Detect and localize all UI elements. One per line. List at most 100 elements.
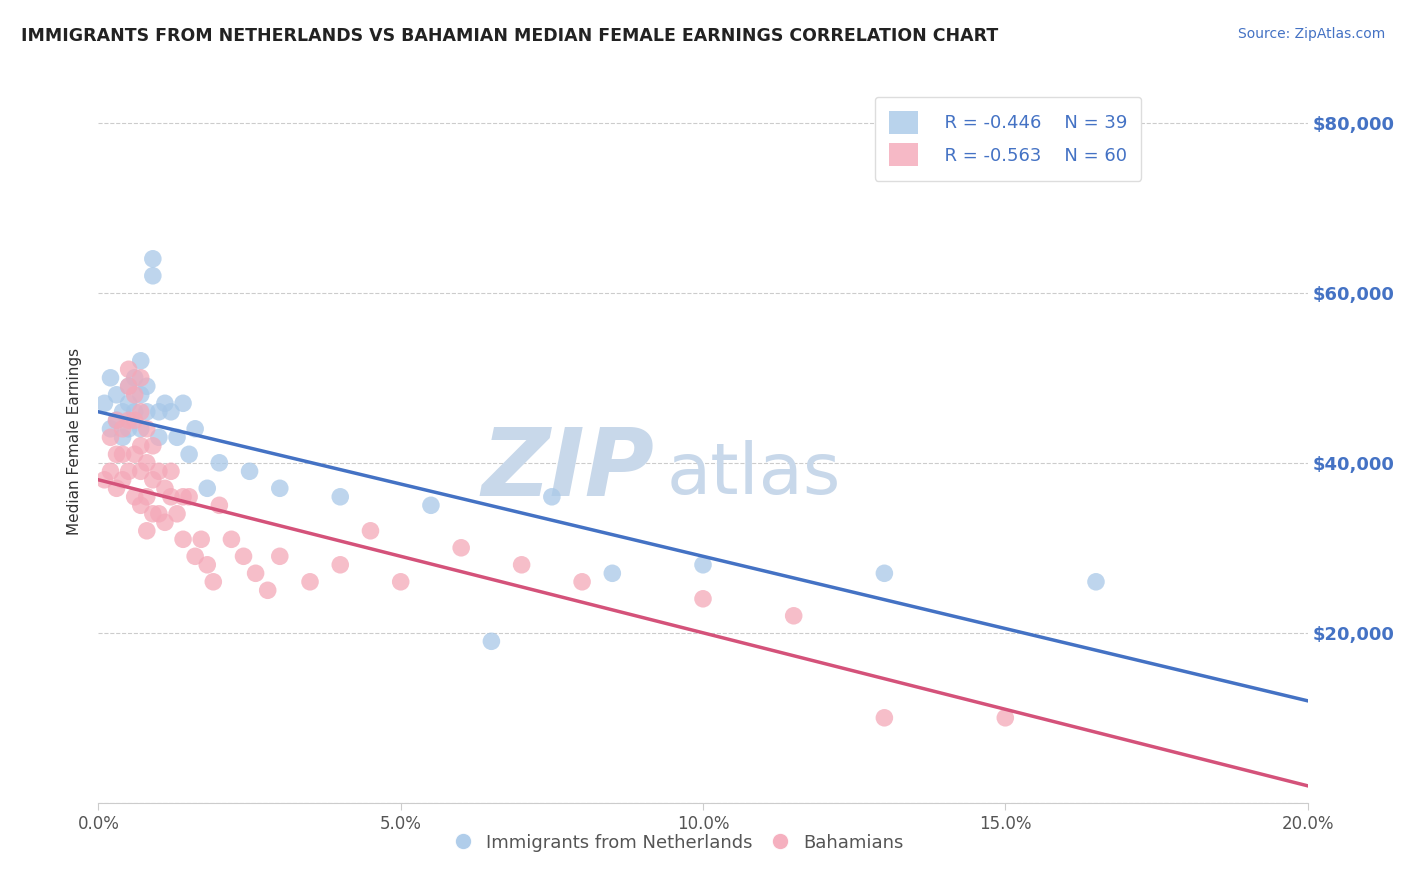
Point	[148, 464, 170, 478]
Point	[142, 268, 165, 283]
Point	[118, 362, 141, 376]
Point	[111, 447, 134, 461]
Point	[221, 533, 243, 547]
Point	[129, 464, 152, 478]
Point	[166, 430, 188, 444]
Point	[118, 413, 141, 427]
Point	[160, 405, 183, 419]
Point	[129, 498, 152, 512]
Point	[256, 583, 278, 598]
Point	[195, 481, 218, 495]
Point	[100, 464, 122, 478]
Text: atlas: atlas	[666, 440, 841, 508]
Point	[129, 405, 152, 419]
Point	[135, 379, 157, 393]
Point	[153, 481, 176, 495]
Text: IMMIGRANTS FROM NETHERLANDS VS BAHAMIAN MEDIAN FEMALE EARNINGS CORRELATION CHART: IMMIGRANTS FROM NETHERLANDS VS BAHAMIAN …	[21, 27, 998, 45]
Point	[389, 574, 412, 589]
Point	[166, 507, 188, 521]
Legend: Immigrants from Netherlands, Bahamians: Immigrants from Netherlands, Bahamians	[447, 826, 911, 859]
Point	[129, 388, 152, 402]
Point	[160, 490, 183, 504]
Point	[153, 516, 176, 530]
Point	[124, 405, 146, 419]
Point	[184, 549, 207, 564]
Point	[135, 524, 157, 538]
Point	[245, 566, 267, 581]
Point	[135, 490, 157, 504]
Point	[100, 371, 122, 385]
Point	[329, 490, 352, 504]
Point	[239, 464, 262, 478]
Point	[179, 447, 201, 461]
Point	[142, 252, 165, 266]
Point	[142, 507, 165, 521]
Point	[1085, 574, 1108, 589]
Point	[148, 507, 170, 521]
Point	[129, 353, 152, 368]
Point	[571, 574, 593, 589]
Point	[135, 405, 157, 419]
Point	[269, 481, 291, 495]
Point	[105, 413, 128, 427]
Point	[93, 473, 115, 487]
Point	[994, 711, 1017, 725]
Point	[118, 379, 141, 393]
Text: Source: ZipAtlas.com: Source: ZipAtlas.com	[1237, 27, 1385, 41]
Point	[129, 439, 152, 453]
Point	[208, 456, 231, 470]
Point	[135, 456, 157, 470]
Point	[179, 490, 201, 504]
Point	[142, 473, 165, 487]
Point	[420, 498, 443, 512]
Point	[124, 490, 146, 504]
Point	[111, 430, 134, 444]
Point	[124, 371, 146, 385]
Point	[329, 558, 352, 572]
Point	[602, 566, 624, 581]
Point	[692, 591, 714, 606]
Point	[118, 464, 141, 478]
Point	[510, 558, 533, 572]
Point	[184, 422, 207, 436]
Point	[360, 524, 382, 538]
Point	[135, 422, 157, 436]
Point	[111, 405, 134, 419]
Point	[208, 498, 231, 512]
Point	[172, 396, 194, 410]
Point	[118, 379, 141, 393]
Text: ZIP: ZIP	[482, 425, 655, 516]
Point	[148, 430, 170, 444]
Point	[111, 422, 134, 436]
Point	[190, 533, 212, 547]
Point	[100, 430, 122, 444]
Point	[105, 413, 128, 427]
Point	[540, 490, 562, 504]
Point	[124, 413, 146, 427]
Point	[124, 388, 146, 402]
Point	[105, 447, 128, 461]
Point	[481, 634, 503, 648]
Point	[232, 549, 254, 564]
Point	[129, 422, 152, 436]
Point	[153, 396, 176, 410]
Point	[172, 490, 194, 504]
Point	[148, 405, 170, 419]
Point	[100, 422, 122, 436]
Point	[93, 396, 115, 410]
Point	[202, 574, 225, 589]
Point	[129, 371, 152, 385]
Point	[105, 481, 128, 495]
Point	[172, 533, 194, 547]
Point	[111, 473, 134, 487]
Point	[118, 396, 141, 410]
Point	[269, 549, 291, 564]
Point	[195, 558, 218, 572]
Point	[299, 574, 322, 589]
Point	[105, 388, 128, 402]
Point	[118, 422, 141, 436]
Point	[692, 558, 714, 572]
Point	[124, 447, 146, 461]
Point	[142, 439, 165, 453]
Y-axis label: Median Female Earnings: Median Female Earnings	[67, 348, 83, 535]
